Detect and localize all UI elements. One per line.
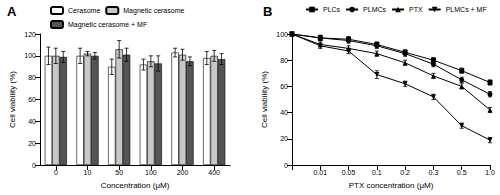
svg-text:20: 20 (280, 135, 288, 142)
svg-text:20: 20 (28, 140, 36, 147)
svg-text:0.05: 0.05 (342, 169, 356, 176)
svg-text:A: A (7, 4, 17, 19)
svg-text:PTX concentration (μM): PTX concentration (μM) (349, 181, 434, 190)
svg-text:Magnetic cerasome: Magnetic cerasome (123, 7, 184, 15)
svg-text:0.01: 0.01 (313, 169, 327, 176)
svg-text:0: 0 (284, 162, 288, 169)
svg-text:Cerasome: Cerasome (68, 7, 100, 14)
svg-text:40: 40 (28, 118, 36, 125)
svg-text:60: 60 (280, 83, 288, 90)
svg-text:0.3: 0.3 (429, 169, 439, 176)
svg-text:100: 100 (276, 31, 288, 38)
svg-text:120: 120 (24, 31, 36, 38)
svg-text:200: 200 (177, 169, 189, 176)
svg-text:100: 100 (145, 169, 157, 176)
svg-text:100: 100 (24, 52, 36, 59)
svg-text:0.5: 0.5 (457, 169, 467, 176)
svg-text:PLMCs + MF: PLMCs + MF (446, 6, 487, 13)
svg-text:0: 0 (32, 162, 36, 169)
svg-text:10: 10 (84, 169, 92, 176)
svg-text:1.0: 1.0 (485, 169, 495, 176)
svg-text:B: B (263, 4, 272, 19)
svg-text:Concentration (μM): Concentration (μM) (101, 181, 170, 190)
svg-text:PLCs: PLCs (323, 6, 341, 13)
svg-text:400: 400 (208, 169, 220, 176)
svg-text:PTX: PTX (409, 6, 423, 13)
svg-text:Cell viability (%): Cell viability (%) (260, 71, 269, 128)
svg-text:50: 50 (115, 169, 123, 176)
svg-text:60: 60 (28, 96, 36, 103)
svg-text:0: 0 (54, 169, 58, 176)
svg-text:80: 80 (280, 57, 288, 64)
svg-text:0.2: 0.2 (400, 169, 410, 176)
svg-text:0.1: 0.1 (372, 169, 382, 176)
svg-text:Cell viability (%): Cell viability (%) (8, 71, 17, 128)
svg-text:80: 80 (28, 74, 36, 81)
svg-text:PLMCs: PLMCs (363, 6, 386, 13)
svg-text:40: 40 (280, 109, 288, 116)
svg-text:Magnetic cerasome + MF: Magnetic cerasome + MF (68, 21, 147, 29)
